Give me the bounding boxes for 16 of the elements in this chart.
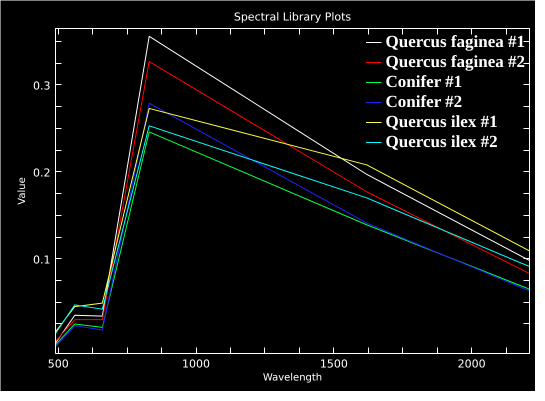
- x-tick-label: 1000: [182, 358, 210, 370]
- legend-label: Quercus ilex #2: [386, 132, 498, 152]
- x-tick-label: 2000: [458, 358, 486, 370]
- x-tick-label: 1500: [320, 358, 348, 370]
- chart-title: Spectral Library Plots: [234, 10, 352, 24]
- legend-label: Quercus faginea #1: [386, 32, 525, 52]
- y-tick-label: 0.2: [33, 166, 51, 180]
- legend-label: Quercus ilex #1: [386, 112, 498, 132]
- x-axis-title: Wavelength: [262, 372, 322, 384]
- x-tick-label: 500: [48, 358, 69, 370]
- y-tick-label: 0.3: [33, 79, 51, 92]
- legend-label: Conifer #2: [386, 92, 462, 112]
- legend-label: Quercus faginea #2: [386, 52, 525, 72]
- y-axis-title: Value: [17, 177, 28, 205]
- y-tick-label: 0.1: [33, 253, 51, 266]
- legend-label: Conifer #1: [386, 72, 462, 92]
